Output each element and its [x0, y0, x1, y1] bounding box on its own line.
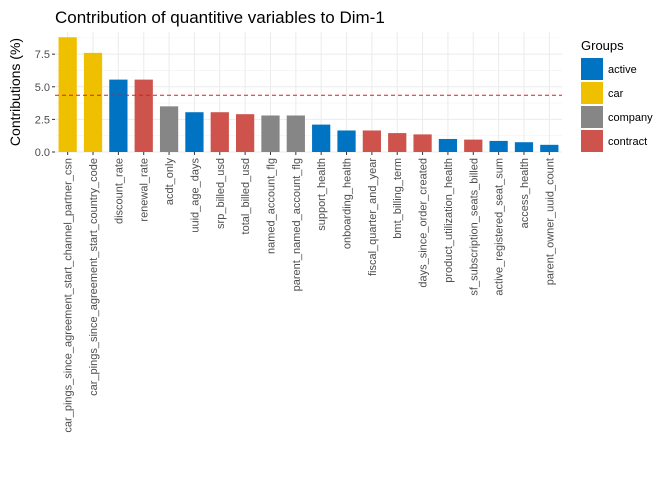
bar-onboarding_health [337, 130, 356, 152]
bar-days_since_order_created [413, 134, 432, 152]
legend-label-company: company [608, 112, 653, 124]
x-tick-label: days_since_order_created [418, 158, 430, 288]
bar-product_utilization_health [438, 138, 458, 152]
legend-swatch-active [581, 58, 603, 80]
bar-renewal_rate [134, 79, 153, 152]
y-tick-label: 0.0 [35, 147, 50, 159]
x-tick-label: parent_owner_uuid_count [544, 158, 556, 285]
x-tick-label: car_pings_since_agreement_start_country_… [88, 158, 100, 396]
x-tick-label: acdt_only [164, 158, 176, 206]
x-tick-label: uuid_age_days [189, 158, 201, 233]
bar-active_registered_seat_sum [489, 140, 508, 152]
chart-title: Contribution of quantitive variables to … [55, 8, 385, 27]
legend: Groups active car company contract [581, 38, 653, 152]
y-tick-label: 2.5 [35, 114, 50, 126]
x-tick-label: sf_subscription_seats_billed [468, 158, 480, 296]
bar-bmt_billing_term [388, 133, 407, 152]
x-tick-label: renewal_rate [139, 158, 151, 222]
x-tick-label: access_health [519, 158, 531, 228]
legend-label-contract: contract [608, 136, 647, 148]
bar-support_health [312, 124, 331, 152]
legend-label-active: active [608, 64, 637, 76]
x-axis: car_pings_since_agreement_start_channel_… [63, 152, 556, 433]
x-tick-label: onboarding_health [342, 158, 354, 249]
bar-parent_owner_uuid_count [540, 144, 559, 152]
bar-acdt_only [159, 106, 179, 152]
x-tick-label: total_billed_usd [240, 158, 252, 234]
bar-fiscal_quarter_and_year [362, 130, 381, 152]
x-tick-label: fiscal_quarter_and_year [367, 158, 379, 276]
y-axis-label: Contributions (%) [7, 38, 23, 146]
x-tick-label: active_registered_seat_sum [494, 158, 506, 296]
x-tick-label: parent_named_account_flg [291, 158, 303, 291]
legend-label-car: car [608, 88, 624, 100]
x-tick-label: support_health [316, 158, 328, 231]
bar-access_health [514, 142, 534, 152]
bar-sf_subscription_seats_billed [464, 139, 483, 152]
y-axis: 0.0 2.5 5.0 7.5 [35, 49, 55, 159]
legend-swatch-company [581, 106, 603, 128]
bars [58, 37, 559, 153]
x-tick-label: bmt_billing_term [392, 158, 404, 239]
gridlines [55, 32, 562, 153]
bar-total_billed_usd [236, 114, 255, 152]
x-tick-label: srp_billed_usd [215, 158, 227, 229]
bar-car_pings_since_agreement_start_channel_partner_csn [58, 37, 77, 152]
bar-srp_billed_usd [210, 112, 229, 152]
bar-named_account_flg [261, 115, 280, 152]
bar-uuid_age_days [185, 112, 204, 152]
x-tick-label: car_pings_since_agreement_start_channel_… [63, 158, 75, 433]
legend-swatch-car [581, 82, 603, 104]
legend-swatch-contract [581, 130, 603, 152]
x-tick-label: product_utilization_health [443, 158, 455, 283]
x-tick-label: discount_rate [113, 158, 125, 224]
bar-parent_named_account_flg [286, 115, 305, 152]
bar-car_pings_since_agreement_start_country_code [83, 52, 103, 153]
y-tick-label: 5.0 [35, 82, 50, 94]
x-tick-label: named_account_flg [265, 158, 277, 254]
legend-title: Groups [581, 38, 624, 53]
y-tick-label: 7.5 [35, 49, 50, 61]
bar-discount_rate [109, 79, 128, 152]
